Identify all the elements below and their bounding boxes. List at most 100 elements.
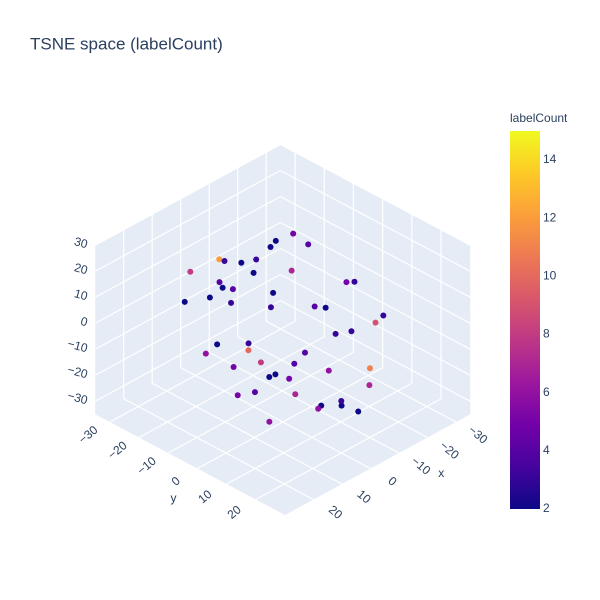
grid-line [94,169,281,272]
point [228,299,235,306]
colorbar-tick-label: 4 [543,443,550,457]
point [238,259,245,266]
colorbar-tick-label: 8 [543,327,550,341]
y-tick-label: −10 [134,454,159,478]
grid-line [280,195,471,298]
grid-line [280,169,471,272]
point [332,330,339,337]
grid-line [180,367,371,470]
point [292,391,299,398]
z-tick-label: 20 [73,260,90,277]
point [366,382,373,389]
grid-line [151,382,343,485]
point [372,319,379,326]
y-tick-label: −20 [105,438,130,462]
grid-line [123,398,314,501]
grid-line [94,195,281,298]
point [202,350,209,357]
grid-line [197,367,383,470]
z-tick-label: 10 [73,286,90,303]
point [351,278,358,285]
point [302,349,308,356]
point [181,298,188,305]
colorbar-tick-label: 12 [543,210,557,224]
x-tick-label: 10 [354,487,373,507]
point [251,389,258,396]
point [229,286,236,293]
y-axis-title: y [171,491,177,505]
chart-title: TSNE space (labelCount) [30,34,223,53]
point [266,374,273,381]
point [325,367,332,374]
point [270,289,277,296]
point [348,328,355,335]
point [257,359,264,366]
grid-line [94,299,281,402]
point [187,268,194,275]
colorbar-tick-label: 10 [543,269,557,283]
grid-line [280,221,471,324]
point [266,418,273,425]
x-axis-title: x [438,466,444,480]
grid-line [265,320,457,423]
point [272,371,279,378]
colorbar-title: labelCount [510,111,568,125]
point [343,279,350,286]
grid-line [167,351,354,454]
point [267,304,274,311]
grid-line [280,247,471,350]
point [219,284,226,291]
colorbar [510,131,540,509]
point [221,258,228,264]
x-tick-label: −20 [437,438,462,462]
grid-line [109,320,296,423]
grid-line [237,336,428,439]
x-tick-label: −30 [466,423,491,447]
point [267,244,274,250]
point [206,294,213,301]
colorbar-tick-label: 2 [543,501,550,515]
z-tick-label: −30 [66,388,90,407]
z-tick-label: 0 [79,314,89,329]
point [291,360,298,367]
colorbar-tick-label: 6 [543,385,550,399]
grid-line [255,398,442,501]
point [253,256,260,263]
point [338,398,345,404]
z-tick-label: 30 [73,234,90,251]
point [338,402,345,409]
point [272,237,279,244]
point [315,405,322,412]
y-tick-label: −30 [76,423,101,447]
y-tick-label: 20 [225,502,244,522]
grid-line [208,351,400,454]
point [245,347,252,354]
point [288,267,295,274]
point [355,408,362,415]
grid-line [138,336,325,439]
x-tick-label: −10 [409,454,434,478]
point [311,303,318,310]
wall-y [95,144,281,415]
grid-line [226,382,413,485]
colorbar-tick-label: 14 [543,152,557,166]
point [216,256,223,263]
point [214,341,221,348]
wall-x [280,144,471,415]
x-tick-label: 20 [326,503,345,523]
point [230,363,237,370]
y-tick-label: 0 [169,473,183,488]
point [305,241,312,248]
z-tick-label: −20 [66,362,90,381]
point [380,312,387,319]
point [250,269,257,276]
point [290,230,297,237]
grid-line [94,273,281,376]
point [366,365,373,372]
y-tick-label: 10 [195,487,214,507]
grid-line [280,143,471,246]
z-tick-label: −10 [66,336,90,355]
point [216,279,223,286]
